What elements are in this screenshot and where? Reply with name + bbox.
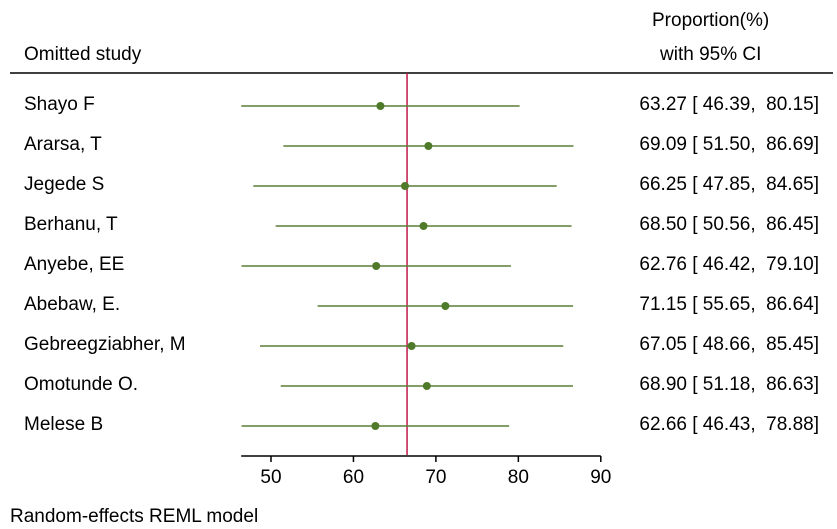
estimate-marker	[400, 182, 409, 190]
estimate-ci-text: 68.90 [ 51.18, 86.63]	[639, 374, 819, 395]
study-label: Jegede S	[24, 174, 105, 195]
study-label: Abebaw, E.	[24, 294, 121, 315]
x-tick-label: 60	[343, 467, 364, 488]
x-tick-label: 80	[508, 467, 529, 488]
estimate-marker	[372, 262, 381, 270]
x-tick-label: 50	[260, 467, 281, 488]
x-tick-label: 90	[590, 467, 611, 488]
estimate-ci-text: 68.50 [ 50.56, 86.45]	[639, 214, 819, 235]
estimate-marker	[376, 102, 385, 110]
estimate-ci-text: 62.66 [ 46.43, 78.88]	[639, 414, 819, 435]
estimate-marker	[407, 342, 416, 350]
study-label: Omotunde O.	[24, 374, 139, 395]
study-label: Gebreegziabher, M	[24, 334, 186, 355]
x-tick-label: 70	[425, 467, 446, 488]
estimate-ci-text: 63.27 [ 46.39, 80.15]	[639, 94, 819, 115]
estimate-ci-text: 62.76 [ 46.42, 79.10]	[639, 254, 819, 275]
estimate-marker	[441, 302, 450, 310]
model-footnote: Random-effects REML model	[10, 506, 259, 527]
study-label: Ararsa, T	[24, 134, 102, 155]
estimate-ci-text: 66.25 [ 47.85, 84.65]	[639, 174, 819, 195]
study-label: Berhanu, T	[24, 214, 118, 235]
study-column-header: Omitted study	[24, 44, 142, 65]
estimate-column-header-line1: Proportion(%)	[652, 10, 770, 31]
estimate-marker	[371, 422, 380, 430]
study-label: Melese B	[24, 414, 104, 435]
study-label: Anyebe, EE	[24, 254, 125, 275]
estimate-ci-text: 67.05 [ 48.66, 85.45]	[639, 334, 819, 355]
estimate-column-header-line2: with 95% CI	[660, 44, 762, 65]
estimate-ci-text: 71.15 [ 55.65, 86.64]	[639, 294, 819, 315]
estimate-marker	[419, 222, 428, 230]
estimate-marker	[424, 142, 433, 150]
estimate-ci-text: 69.09 [ 51.50, 86.69]	[639, 134, 819, 155]
study-label: Shayo F	[24, 94, 95, 115]
estimate-marker	[422, 382, 431, 390]
